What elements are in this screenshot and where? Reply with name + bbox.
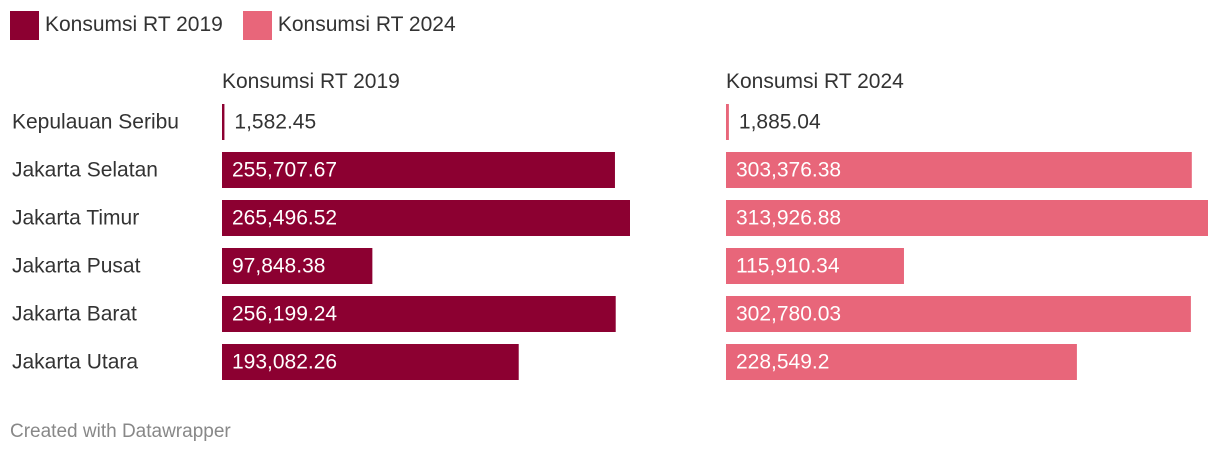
legend-item-2024: Konsumsi RT 2024 [242,10,456,40]
bar-konsumsi-rt-2024-kepulauan-seribu [726,104,729,140]
legend-label-2024: Konsumsi RT 2024 [277,13,456,36]
bar-konsumsi-rt-2024-jakarta-barat [726,296,1191,332]
legend-label-2019: Konsumsi RT 2019 [45,13,223,36]
category-label-jakarta-timur: Jakarta Timur [12,207,139,230]
bar-konsumsi-rt-2019-jakarta-timur [222,200,630,236]
value-label-konsumsi-rt-2019-jakarta-selatan: 255,707.67 [232,159,337,182]
bar-konsumsi-rt-2019-jakarta-selatan [222,152,615,188]
bar-konsumsi-rt-2024-jakarta-utara [726,344,1077,380]
category-label-jakarta-barat: Jakarta Barat [12,303,137,326]
value-label-konsumsi-rt-2024-jakarta-pusat: 115,910.34 [736,255,840,278]
value-label-konsumsi-rt-2019-jakarta-pusat: 97,848.38 [232,255,325,278]
footer-credit: Created with Datawrapper [10,421,231,442]
value-label-konsumsi-rt-2024-jakarta-barat: 302,780.03 [736,303,841,326]
panel-title-2: Konsumsi RT 2024 [726,70,904,93]
panel-title-1: Konsumsi RT 2019 [222,70,400,93]
legend-item-2019: Konsumsi RT 2019 [10,10,223,40]
category-label-jakarta-utara: Jakarta Utara [12,351,138,374]
value-label-konsumsi-rt-2019-jakarta-barat: 256,199.24 [232,303,337,326]
category-label-jakarta-pusat: Jakarta Pusat [12,255,141,278]
value-label-konsumsi-rt-2024-jakarta-timur: 313,926.88 [736,207,841,230]
value-label-konsumsi-rt-2024-kepulauan-seribu: 1,885.04 [739,111,821,134]
category-label-kepulauan-seribu: Kepulauan Seribu [12,111,179,134]
bar-konsumsi-rt-2024-jakarta-selatan [726,152,1192,188]
value-label-konsumsi-rt-2024-jakarta-selatan: 303,376.38 [736,159,841,182]
bar-konsumsi-rt-2019-jakarta-barat [222,296,616,332]
value-label-konsumsi-rt-2019-jakarta-timur: 265,496.52 [232,207,337,230]
bar-konsumsi-rt-2019-kepulauan-seribu [222,104,225,140]
bar-konsumsi-rt-2019-jakarta-pusat [222,248,373,284]
bar-konsumsi-rt-2024-jakarta-timur [726,200,1208,236]
legend-swatch-2019 [10,10,39,40]
value-label-konsumsi-rt-2024-jakarta-utara: 228,549.2 [736,351,829,374]
value-label-konsumsi-rt-2019-jakarta-utara: 193,082.26 [232,351,337,374]
bar-konsumsi-rt-2024-jakarta-pusat [726,248,904,284]
chart-legend: Konsumsi RT 2019 Konsumsi RT 2024 [10,9,476,41]
legend-swatch-2024 [242,10,272,40]
category-label-jakarta-selatan: Jakarta Selatan [12,159,158,182]
value-label-konsumsi-rt-2019-kepulauan-seribu: 1,582.45 [234,111,316,134]
bar-konsumsi-rt-2019-jakarta-utara [222,344,519,380]
